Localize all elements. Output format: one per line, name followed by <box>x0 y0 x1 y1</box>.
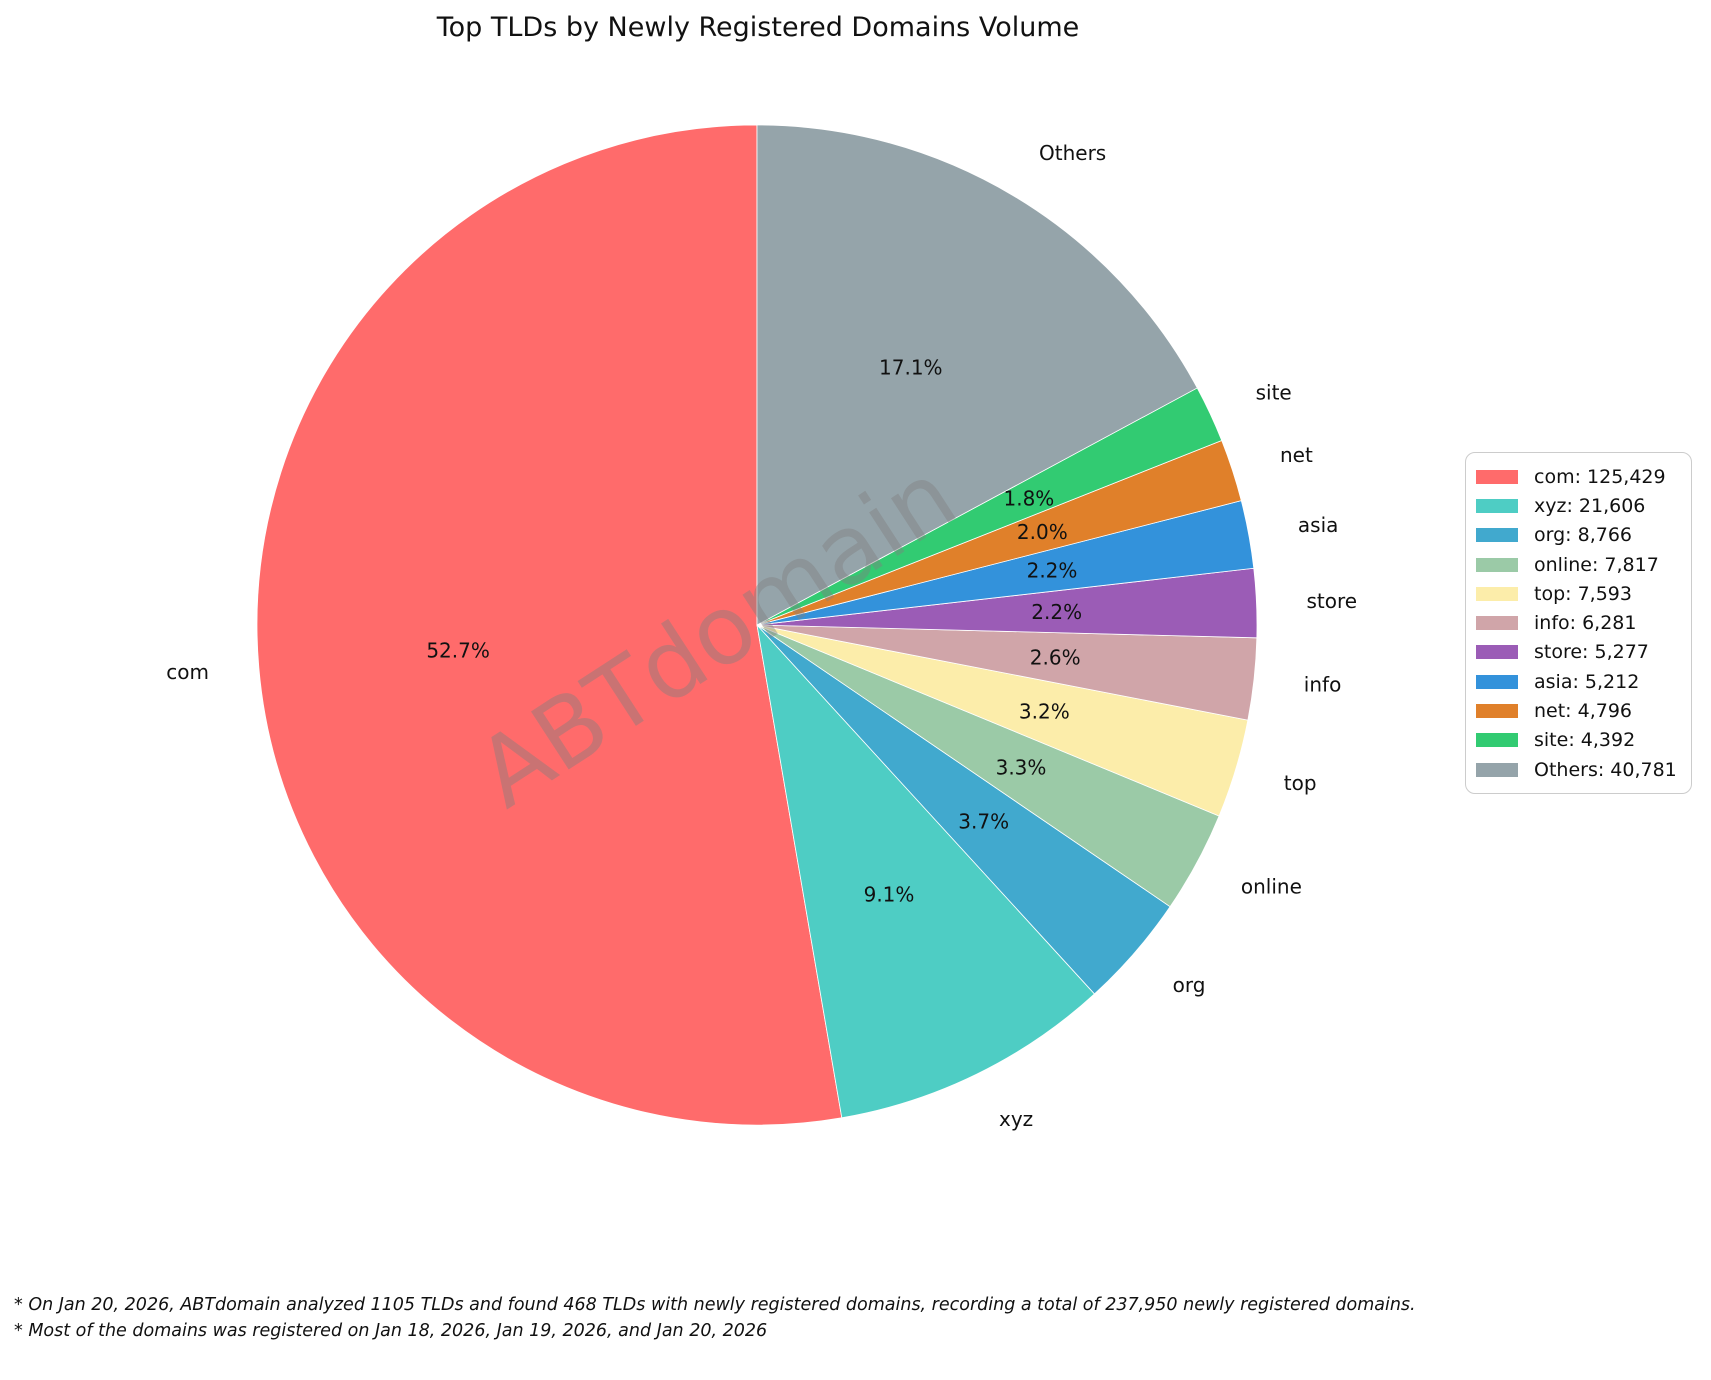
footnotes: * On Jan 20, 2026, ABTdomain analyzed 11… <box>14 1292 1416 1344</box>
slice-percent-label-site: 1.8% <box>1003 486 1054 510</box>
pie-slice-com <box>256 124 843 1126</box>
legend-label-asia: asia: 5,212 <box>1534 670 1640 693</box>
slice-category-label-info: info <box>1304 673 1342 697</box>
slice-category-label-store: store <box>1307 589 1358 613</box>
slice-percent-label-xyz: 9.1% <box>864 882 915 906</box>
legend-label-org: org: 8,766 <box>1534 524 1632 547</box>
legend-row-org: org: 8,766 <box>1466 521 1685 550</box>
legend-label-online: online: 7,817 <box>1534 553 1659 576</box>
legend-swatch-com <box>1476 469 1518 484</box>
legend-row-xyz: xyz: 21,606 <box>1466 491 1685 520</box>
pie-slice-Others <box>756 124 1198 626</box>
slice-percent-label-net: 2.0% <box>1017 520 1068 544</box>
legend-swatch-online <box>1476 557 1518 572</box>
legend-label-Others: Others: 40,781 <box>1534 758 1677 781</box>
legend-row-top: top: 7,593 <box>1466 579 1685 608</box>
legend-row-com: com: 125,429 <box>1466 462 1685 491</box>
legend-swatch-org <box>1476 528 1518 543</box>
legend-swatch-top <box>1476 586 1518 601</box>
slice-category-label-top: top <box>1284 771 1317 795</box>
legend-swatch-asia <box>1476 674 1518 689</box>
slice-category-label-asia: asia <box>1298 513 1339 537</box>
slice-category-label-site: site <box>1256 381 1292 405</box>
chart-title: Top TLDs by Newly Registered Domains Vol… <box>436 12 1080 43</box>
slice-percent-label-asia: 2.2% <box>1027 559 1078 583</box>
footnote-line-1: * On Jan 20, 2026, ABTdomain analyzed 11… <box>14 1295 1416 1315</box>
legend-row-Others: Others: 40,781 <box>1466 755 1685 784</box>
slice-percent-label-info: 2.6% <box>1030 646 1081 670</box>
legend-row-net: net: 4,796 <box>1466 696 1685 725</box>
legend-swatch-site <box>1476 733 1518 748</box>
slice-percent-label-Others: 17.1% <box>879 355 943 379</box>
legend-label-info: info: 6,281 <box>1534 612 1637 635</box>
slice-percent-label-online: 3.3% <box>996 756 1047 780</box>
legend-row-info: info: 6,281 <box>1466 608 1685 637</box>
legend-swatch-net <box>1476 704 1518 719</box>
legend-label-store: store: 5,277 <box>1534 641 1649 664</box>
legend: com: 125,429 xyz: 21,606 org: 8,766 online:… <box>1465 452 1692 795</box>
legend-row-store: store: 5,277 <box>1466 638 1685 667</box>
legend-swatch-info <box>1476 616 1518 631</box>
legend-swatch-xyz <box>1476 498 1518 513</box>
legend-row-site: site: 4,392 <box>1466 726 1685 755</box>
legend-swatch-Others <box>1476 762 1518 777</box>
legend-label-site: site: 4,392 <box>1534 729 1636 752</box>
legend-label-net: net: 4,796 <box>1534 700 1633 723</box>
slice-category-label-org: org <box>1173 973 1206 997</box>
legend-label-xyz: xyz: 21,606 <box>1534 494 1646 517</box>
slice-category-label-xyz: xyz <box>999 1107 1033 1131</box>
legend-label-top: top: 7,593 <box>1534 582 1632 605</box>
legend-row-asia: asia: 5,212 <box>1466 667 1685 696</box>
slice-category-label-online: online <box>1241 874 1302 898</box>
slice-category-label-net: net <box>1280 443 1313 467</box>
footnote-line-2: * Most of the domains was registered on … <box>14 1321 768 1341</box>
slice-percent-label-store: 2.2% <box>1031 600 1082 624</box>
pie-slice-xyz <box>756 624 1095 1119</box>
slice-percent-label-top: 3.2% <box>1019 699 1070 723</box>
legend-row-online: online: 7,817 <box>1466 550 1685 579</box>
legend-label-com: com: 125,429 <box>1534 465 1666 488</box>
slice-percent-label-org: 3.7% <box>958 810 1009 834</box>
slice-category-label-Others: Others <box>1039 141 1106 165</box>
slice-percent-label-com: 52.7% <box>426 639 490 663</box>
legend-swatch-store <box>1476 645 1518 660</box>
slice-category-label-com: com <box>166 660 209 684</box>
